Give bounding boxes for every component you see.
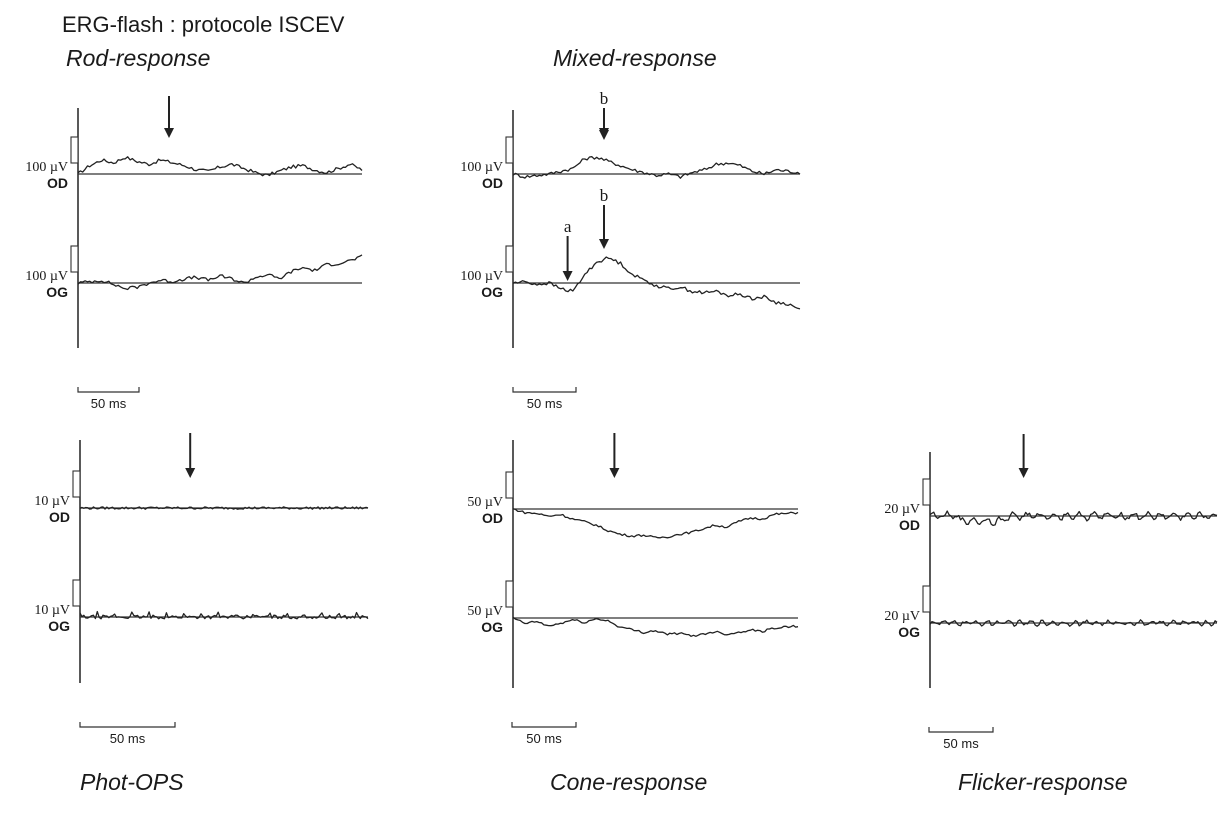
amplitude-label-cone-og: 50 µV <box>467 604 503 619</box>
amplitude-label-mixed-og: 100 µV <box>460 269 503 284</box>
figure-title: ERG-flash : protocole ISCEV <box>62 12 345 37</box>
eye-label-cone-od: OD <box>482 510 503 526</box>
calibration-box-rod-og <box>70 245 79 273</box>
stimulus-arrow-flicker-head <box>1018 468 1029 478</box>
amplitude-label-cone-od: 50 µV <box>467 495 503 510</box>
panel-title-cone: Cone-response <box>550 769 707 795</box>
amplitude-label-ops-og: 10 µV <box>34 603 70 618</box>
time-scale-bar-rod <box>77 387 140 393</box>
stimulus-arrow-cone-head <box>609 468 620 478</box>
calibration-box-cone-od <box>505 471 514 499</box>
trace-ops-od <box>79 506 369 510</box>
amplitude-label-rod-od: 100 µV <box>25 160 68 175</box>
peak-label-mixed-b-2: b <box>600 186 609 205</box>
stimulus-arrow-ops-head <box>185 468 196 478</box>
trace-flicker-og <box>929 619 1218 627</box>
amplitude-label-ops-od: 10 µV <box>34 494 70 509</box>
panel-title-rod: Rod-response <box>66 45 210 71</box>
eye-label-ops-od: OD <box>49 509 70 525</box>
time-scale-bar-flicker <box>928 727 994 733</box>
time-scale-bar-ops <box>79 722 176 728</box>
amplitude-label-mixed-od: 100 µV <box>460 160 503 175</box>
calibration-box-ops-od <box>72 470 81 498</box>
amplitude-label-flicker-og: 20 µV <box>884 609 920 624</box>
eye-label-ops-og: OG <box>48 618 70 634</box>
eye-label-rod-og: OG <box>46 284 68 300</box>
peak-arrow-mixed-0-head <box>599 130 609 140</box>
eye-label-flicker-od: OD <box>899 517 920 533</box>
peak-label-mixed-a-1: a <box>564 217 572 236</box>
time-scale-bar-mixed <box>512 387 577 393</box>
trace-flicker-od <box>929 510 1218 527</box>
amplitude-label-rod-og: 100 µV <box>25 269 68 284</box>
calibration-box-ops-og <box>72 579 81 607</box>
time-scale-bar-cone <box>511 722 577 728</box>
eye-label-mixed-od: OD <box>482 175 503 191</box>
panel-title-ops: Phot-OPS <box>80 769 184 795</box>
eye-label-flicker-og: OG <box>898 624 920 640</box>
peak-arrow-mixed-1-head <box>562 271 573 281</box>
time-scale-label-ops: 50 ms <box>110 731 146 746</box>
time-scale-label-rod: 50 ms <box>91 396 127 411</box>
time-scale-label-flicker: 50 ms <box>943 736 979 751</box>
trace-rod-og <box>77 254 363 291</box>
eye-label-cone-og: OG <box>481 619 503 635</box>
peak-arrow-mixed-2-head <box>599 239 609 249</box>
calibration-box-mixed-og <box>505 245 514 273</box>
calibration-box-flicker-og <box>922 585 931 613</box>
peak-label-mixed-b-0: b <box>600 89 609 108</box>
trace-ops-og <box>79 610 369 620</box>
calibration-box-flicker-od <box>922 478 931 506</box>
trace-cone-og <box>512 616 799 637</box>
trace-mixed-od <box>512 156 801 179</box>
amplitude-label-flicker-od: 20 µV <box>884 502 920 517</box>
trace-cone-od <box>512 508 799 539</box>
eye-label-mixed-og: OG <box>481 284 503 300</box>
panel-title-mixed: Mixed-response <box>553 45 717 71</box>
trace-rod-od <box>77 156 363 177</box>
calibration-box-mixed-od <box>505 136 514 164</box>
time-scale-label-cone: 50 ms <box>526 731 562 746</box>
calibration-box-rod-od <box>70 136 79 164</box>
eye-label-rod-od: OD <box>47 175 68 191</box>
trace-mixed-og <box>512 256 801 310</box>
calibration-box-cone-og <box>505 580 514 608</box>
time-scale-label-mixed: 50 ms <box>527 396 563 411</box>
stimulus-arrow-rod-head <box>164 128 174 138</box>
panel-title-flicker: Flicker-response <box>958 769 1128 795</box>
